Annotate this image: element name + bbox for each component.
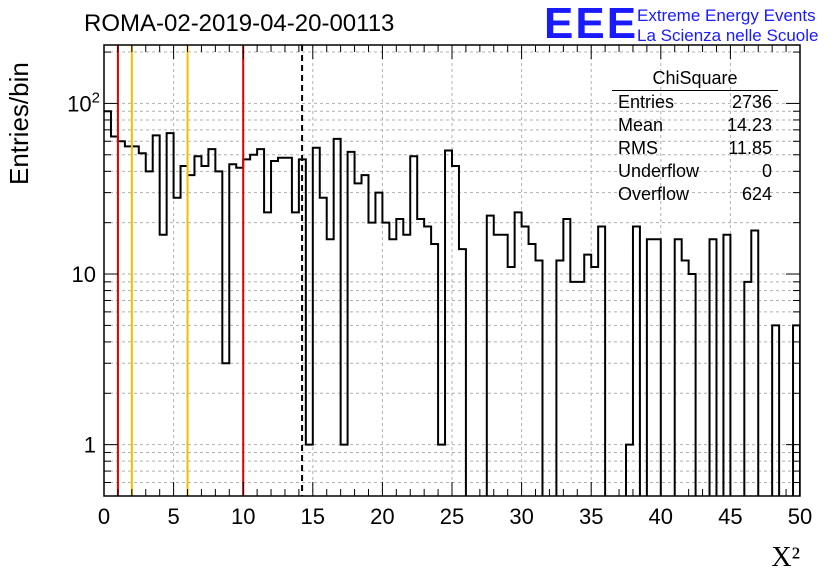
stats-row: Underflow 0 bbox=[612, 160, 778, 183]
histogram-line bbox=[104, 110, 800, 496]
x-tick-label: 10 bbox=[231, 504, 255, 529]
stats-label: Overflow bbox=[618, 184, 690, 204]
stats-label: RMS bbox=[618, 138, 658, 158]
x-tick-label: 40 bbox=[649, 504, 673, 529]
stats-value: 14.23 bbox=[726, 115, 772, 135]
x-tick-label: 15 bbox=[301, 504, 325, 529]
x-tick-label: 25 bbox=[440, 504, 464, 529]
stats-row: Overflow 624 bbox=[612, 183, 778, 206]
stats-title: ChiSquare bbox=[612, 68, 778, 91]
y-tick-label: 102 bbox=[67, 89, 100, 116]
x-tick-label: 30 bbox=[509, 504, 533, 529]
stats-value: 624 bbox=[741, 184, 772, 204]
chart-title: ROMA-02-2019-04-20-00113 bbox=[84, 10, 395, 37]
stats-value: 2736 bbox=[731, 92, 772, 112]
y-tick-label: 1 bbox=[84, 433, 96, 458]
x-tick-label: 5 bbox=[167, 504, 179, 529]
stats-value: 11.85 bbox=[728, 138, 772, 158]
y-tick-label: 10 bbox=[72, 262, 96, 287]
stats-value: 0 bbox=[761, 161, 772, 181]
stats-row: Entries 2736 bbox=[612, 91, 778, 114]
x-tick-label: 50 bbox=[788, 504, 812, 529]
x-tick-label: 0 bbox=[98, 504, 110, 529]
stats-row: Mean 14.23 bbox=[612, 114, 778, 137]
eee-logo: EEE bbox=[544, 0, 639, 48]
brand-line-1: Extreme Energy Events bbox=[637, 6, 816, 25]
stats-label: Mean bbox=[618, 115, 664, 135]
brand-line-2: La Scienza nelle Scuole bbox=[637, 26, 819, 45]
x-axis-label: X² bbox=[771, 542, 800, 572]
stats-box: ChiSquare Entries 2736 Mean 14.23 RMS 11.85… bbox=[612, 68, 778, 206]
y-axis-label: Entries/bin bbox=[4, 62, 34, 185]
stats-label: Underflow bbox=[618, 161, 700, 181]
x-tick-label: 35 bbox=[579, 504, 603, 529]
x-tick-label: 20 bbox=[370, 504, 394, 529]
stats-label: Entries bbox=[618, 92, 675, 112]
x-tick-label: 45 bbox=[718, 504, 742, 529]
stats-row: RMS 11.85 bbox=[612, 137, 778, 160]
